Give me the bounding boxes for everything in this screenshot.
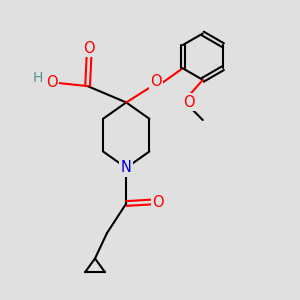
Text: O: O (83, 41, 95, 56)
Text: O: O (152, 194, 164, 209)
Text: O: O (150, 74, 162, 89)
Text: O: O (184, 94, 195, 110)
Text: O: O (46, 75, 58, 90)
Text: H: H (33, 71, 43, 85)
Text: N: N (121, 160, 132, 175)
